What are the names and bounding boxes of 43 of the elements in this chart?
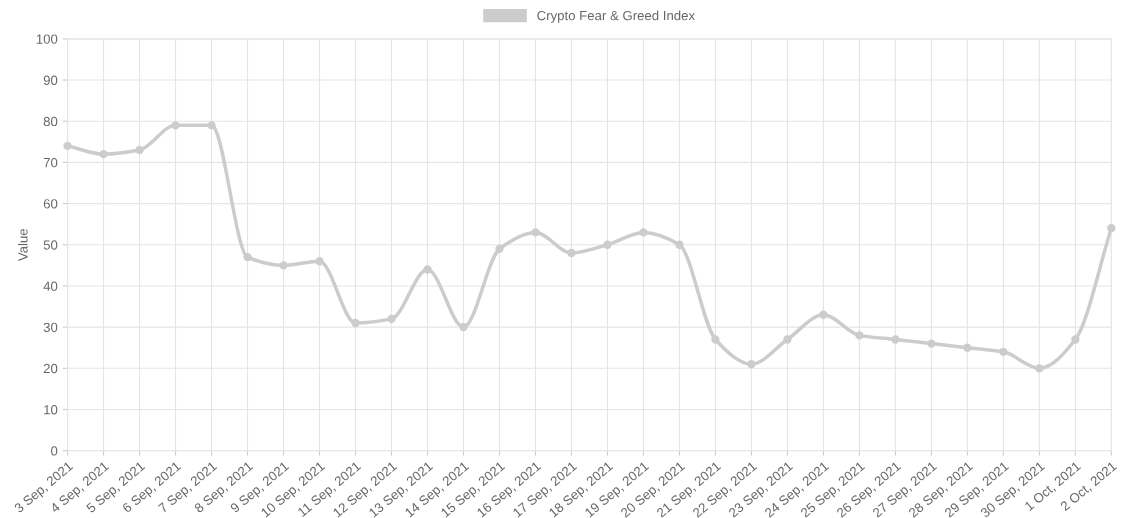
point: [135, 145, 144, 155]
y-tick-label: 0: [51, 446, 58, 456]
y-tick-label: 50: [43, 240, 58, 250]
y-tick-label: 30: [43, 322, 58, 333]
legend-label: Crypto Fear & Greed Index: [537, 10, 695, 23]
point: [675, 240, 684, 249]
point: [459, 322, 468, 332]
point: [1071, 335, 1080, 344]
point: [63, 141, 72, 151]
point: [603, 240, 612, 249]
point: [639, 228, 648, 237]
y-tick-label: 40: [43, 281, 58, 291]
y-tick-label: 20: [43, 363, 58, 374]
y-tick-label: 10: [44, 405, 58, 415]
point: [567, 248, 576, 258]
point: [387, 314, 396, 324]
y-tick-label: 60: [43, 199, 58, 209]
point: [495, 244, 504, 254]
point: [927, 339, 936, 348]
point: [351, 318, 360, 328]
y-tick-label: 90: [43, 75, 58, 85]
point: [1035, 364, 1044, 373]
point: [531, 228, 540, 237]
point: [747, 360, 756, 369]
point: [171, 121, 180, 130]
point: [783, 335, 792, 344]
point: [855, 331, 864, 340]
y-tick-label: 80: [43, 116, 58, 127]
point: [315, 257, 324, 266]
point: [207, 121, 216, 130]
point: [963, 343, 972, 352]
point: [1107, 224, 1116, 233]
y-axis-title: Value: [17, 228, 28, 262]
y-tick-label: 100: [36, 34, 58, 44]
point: [999, 347, 1008, 356]
y-tick-label: 70: [43, 157, 58, 168]
point: [279, 261, 288, 270]
point: [243, 252, 252, 262]
point: [711, 335, 720, 344]
point: [819, 310, 828, 319]
point: [891, 335, 900, 344]
point: [99, 149, 108, 159]
point: [423, 265, 432, 274]
